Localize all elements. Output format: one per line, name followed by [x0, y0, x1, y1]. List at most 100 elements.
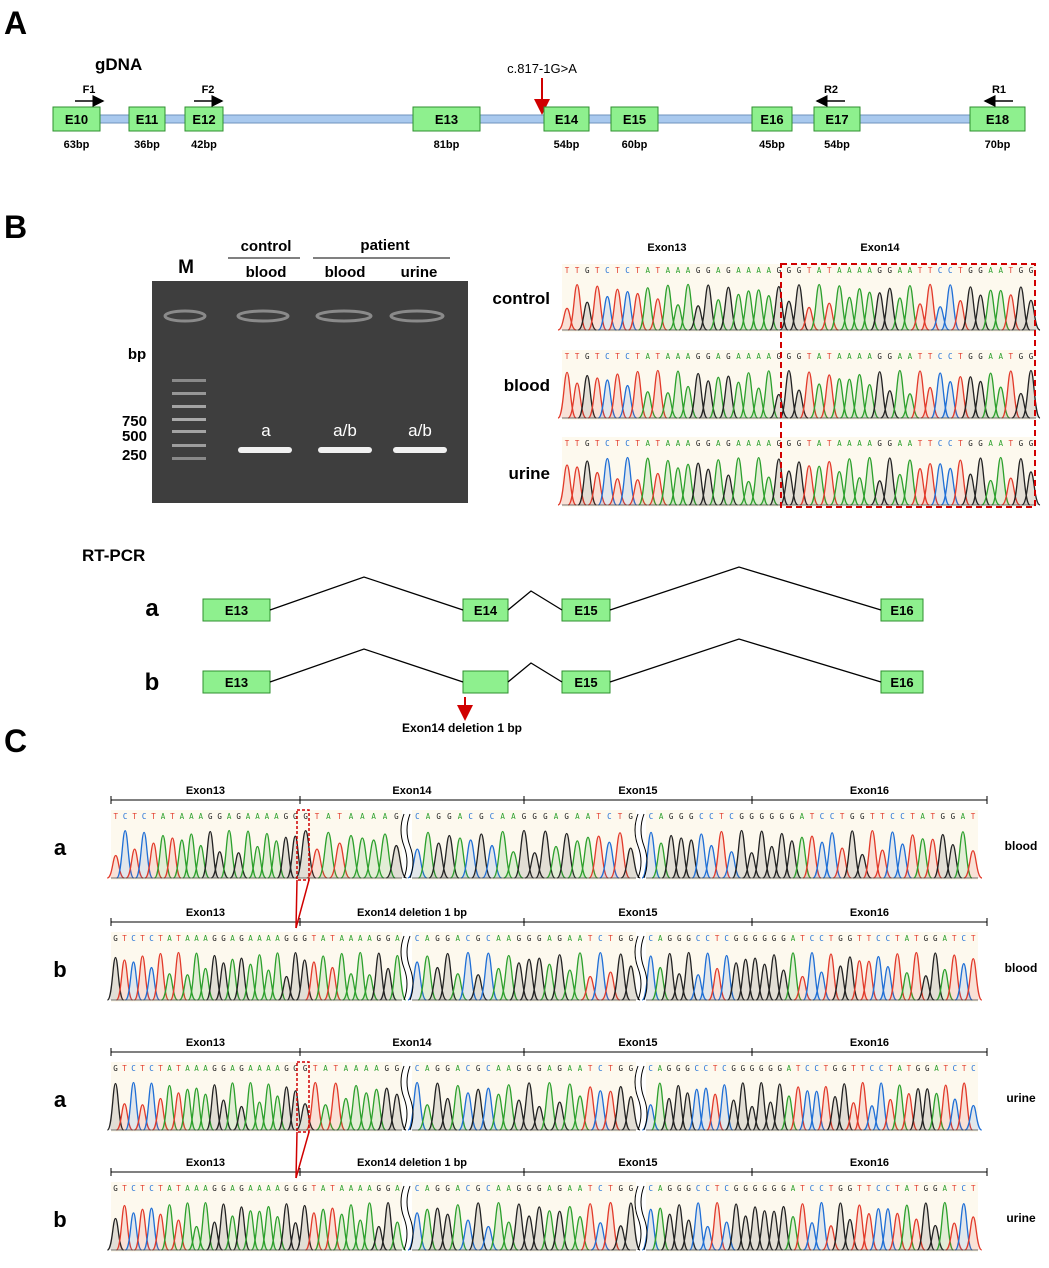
base-call: G	[564, 812, 569, 821]
base-call: A	[227, 812, 232, 821]
base-call: A	[666, 352, 671, 361]
base-call: A	[943, 1184, 948, 1193]
base-call: G	[726, 439, 731, 448]
base-call: G	[517, 1184, 522, 1193]
base-call: G	[933, 1184, 938, 1193]
base-call: G	[395, 1064, 400, 1073]
break-mark	[406, 813, 414, 879]
base-call: T	[608, 1064, 613, 1073]
base-call: T	[971, 934, 976, 943]
base-call: A	[496, 934, 501, 943]
base-call: G	[557, 934, 562, 943]
base-call: G	[303, 1064, 308, 1073]
base-call: C	[607, 812, 612, 821]
base-call: A	[857, 352, 862, 361]
exon13-junction-boxes	[296, 809, 310, 1133]
mutation-label: c.817-1G>A	[507, 61, 577, 76]
trace-peak	[963, 850, 983, 879]
exon-label: E17	[825, 112, 848, 127]
base-call: A	[905, 934, 910, 943]
base-call: T	[840, 812, 845, 821]
trace-peak	[388, 954, 407, 1001]
base-call: A	[857, 266, 862, 275]
base-call: G	[517, 1064, 522, 1073]
base-call: G	[838, 1184, 843, 1193]
base-call: A	[194, 1184, 199, 1193]
base-call: G	[888, 439, 893, 448]
base-call: T	[176, 1064, 181, 1073]
exon-header-label: Exon13	[186, 1037, 225, 1049]
trace-background	[300, 810, 402, 880]
base-call: T	[312, 1184, 317, 1193]
base-call: G	[877, 439, 882, 448]
base-call: C	[705, 934, 710, 943]
base-call: G	[557, 1184, 562, 1193]
exon-box	[610, 106, 659, 132]
base-call: A	[266, 1064, 271, 1073]
base-call: A	[321, 934, 326, 943]
base-call: C	[415, 1184, 420, 1193]
base-call: C	[948, 266, 953, 275]
exon-header-label: Exon15	[618, 1157, 657, 1169]
base-call: C	[971, 1064, 976, 1073]
base-call: C	[938, 439, 943, 448]
base-call: T	[158, 1064, 163, 1073]
base-call: T	[565, 439, 570, 448]
base-call: T	[176, 934, 181, 943]
base-call: T	[715, 1184, 720, 1193]
base-call: A	[185, 934, 190, 943]
base-call: A	[323, 1064, 328, 1073]
base-call: A	[787, 1064, 792, 1073]
base-call: T	[635, 266, 640, 275]
base-call: A	[791, 934, 796, 943]
base-call: A	[354, 1064, 359, 1073]
base-call: G	[618, 934, 623, 943]
base-call: T	[800, 1184, 805, 1193]
base-call: C	[598, 1064, 603, 1073]
trace-background	[111, 1062, 300, 1132]
base-call: T	[952, 934, 957, 943]
base-call: C	[696, 934, 701, 943]
base-call: G	[217, 812, 222, 821]
base-call: A	[506, 934, 511, 943]
base-call: T	[635, 439, 640, 448]
base-call: A	[426, 812, 431, 821]
base-call: T	[158, 1184, 163, 1193]
base-call: T	[895, 1184, 900, 1193]
base-call: T	[615, 266, 620, 275]
band-label: a/b	[333, 421, 357, 440]
base-call: G	[968, 352, 973, 361]
base-call: A	[897, 1064, 902, 1073]
exon-header-label: Exon13	[186, 785, 225, 797]
base-call: G	[916, 1064, 921, 1073]
base-call: G	[1029, 266, 1034, 275]
trace-peak	[388, 1221, 407, 1251]
base-call: A	[167, 1064, 172, 1073]
base-call: G	[686, 1184, 691, 1193]
base-call: G	[781, 1184, 786, 1193]
base-call: G	[685, 1064, 690, 1073]
base-call: G	[527, 1064, 532, 1073]
base-call: C	[605, 266, 610, 275]
base-call: C	[938, 266, 943, 275]
base-call: G	[532, 812, 537, 821]
break-mark	[634, 1185, 642, 1251]
base-call: A	[395, 934, 400, 943]
base-call: C	[598, 1184, 603, 1193]
base-call: G	[797, 352, 802, 361]
base-call: A	[265, 812, 270, 821]
gel-group-control: control	[241, 238, 292, 255]
base-call: G	[236, 812, 241, 821]
tissue-label: urine	[1006, 1091, 1036, 1105]
base-call: A	[257, 934, 262, 943]
base-call: C	[648, 1184, 653, 1193]
base-call: G	[293, 812, 298, 821]
base-call: C	[876, 934, 881, 943]
ladder-label: 500	[122, 428, 147, 445]
base-call: T	[122, 1064, 127, 1073]
base-call: G	[284, 934, 289, 943]
base-call: C	[648, 934, 653, 943]
base-call: A	[676, 266, 681, 275]
base-call: C	[486, 934, 491, 943]
exon-header-label: Exon16	[850, 1157, 889, 1169]
